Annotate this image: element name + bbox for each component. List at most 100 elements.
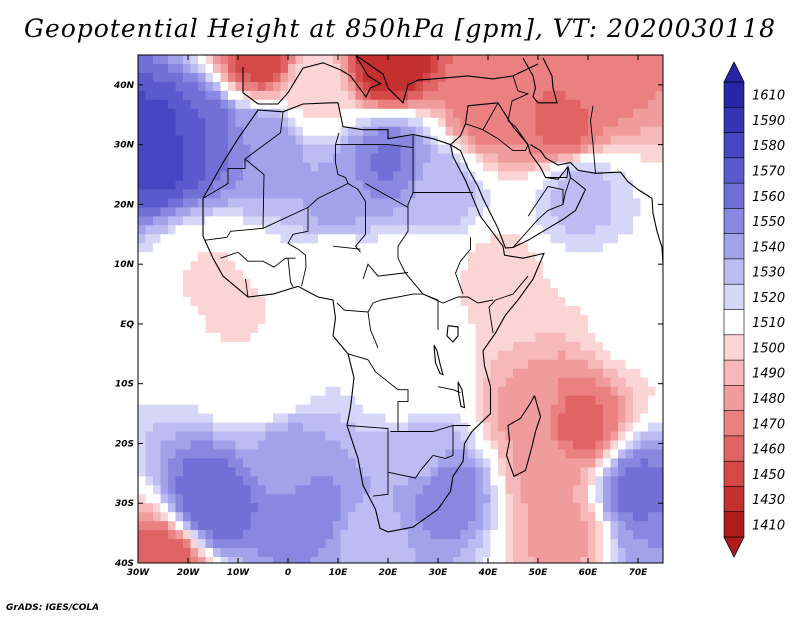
- field-cell: [610, 55, 619, 65]
- field-cell: [213, 377, 222, 388]
- field-cell: [295, 81, 304, 92]
- field-cell: [633, 413, 642, 424]
- field-cell: [355, 386, 364, 397]
- field-cell: [573, 252, 582, 262]
- field-cell: [498, 404, 507, 415]
- field-cell: [333, 458, 342, 468]
- field-cell: [573, 234, 582, 244]
- field-cell: [303, 90, 312, 101]
- field-cell: [423, 171, 432, 182]
- field-cell: [453, 503, 462, 513]
- field-cell: [573, 395, 582, 406]
- field-cell: [333, 530, 342, 540]
- field-cell: [558, 270, 567, 280]
- field-cell: [295, 243, 304, 253]
- field-cell: [153, 216, 162, 226]
- field-cell: [618, 315, 627, 325]
- field-cell: [580, 476, 589, 486]
- field-cell: [610, 494, 619, 504]
- field-cell: [640, 485, 649, 495]
- field-cell: [265, 386, 274, 397]
- field-cell: [265, 117, 274, 128]
- field-cell: [565, 90, 574, 101]
- field-cell: [325, 440, 334, 451]
- field-cell: [310, 458, 319, 468]
- field-cell: [243, 135, 252, 146]
- field-cell: [408, 306, 417, 316]
- field-cell: [543, 55, 552, 65]
- field-cell: [325, 422, 334, 433]
- field-cell: [280, 189, 289, 200]
- field-cell: [385, 243, 394, 253]
- field-cell: [460, 530, 469, 540]
- field-cell: [243, 503, 252, 513]
- field-cell: [460, 341, 469, 352]
- field-cell: [280, 225, 289, 235]
- field-cell: [198, 126, 207, 137]
- field-cell: [273, 485, 282, 495]
- field-cell: [513, 368, 522, 379]
- lon-label: 60E: [579, 568, 599, 578]
- field-cell: [288, 306, 297, 316]
- field-cell: [220, 64, 229, 74]
- field-cell: [175, 288, 184, 298]
- field-cell: [258, 521, 267, 531]
- field-cell: [370, 413, 379, 424]
- field-cell: [228, 539, 237, 549]
- field-cell: [498, 180, 507, 191]
- field-cell: [445, 55, 454, 65]
- field-cell: [498, 341, 507, 352]
- field-cell: [393, 512, 402, 522]
- field-cell: [243, 252, 252, 262]
- field-cell: [505, 270, 514, 280]
- field-cell: [243, 404, 252, 415]
- field-cell: [513, 476, 522, 486]
- field-cell: [325, 261, 334, 271]
- field-cell: [505, 126, 514, 137]
- field-cell: [205, 180, 214, 191]
- field-cell: [235, 431, 244, 442]
- country-border: [562, 177, 571, 205]
- field-cell: [310, 413, 319, 424]
- field-cell: [175, 557, 184, 563]
- field-cell: [640, 99, 649, 110]
- field-cell: [228, 297, 237, 307]
- field-cell: [333, 252, 342, 262]
- field-cell: [588, 144, 597, 155]
- field-cell: [280, 81, 289, 92]
- field-cell: [558, 512, 567, 522]
- field-cell: [288, 288, 297, 298]
- field-cell: [220, 99, 229, 110]
- field-cell: [520, 144, 529, 155]
- field-cell: [580, 413, 589, 424]
- field-cell: [198, 234, 207, 244]
- field-cell: [460, 243, 469, 253]
- field-cell: [468, 189, 477, 200]
- field-cell: [168, 216, 177, 226]
- field-cell: [393, 431, 402, 442]
- field-cell: [145, 180, 154, 191]
- field-cell: [288, 180, 297, 191]
- field-cell: [325, 512, 334, 522]
- field-cell: [655, 539, 663, 549]
- field-cell: [543, 189, 552, 200]
- field-cell: [490, 64, 499, 74]
- field-cell: [625, 90, 634, 101]
- field-cell: [205, 198, 214, 208]
- field-cell: [160, 189, 169, 200]
- field-cell: [438, 404, 447, 415]
- field-cell: [340, 189, 349, 200]
- field-cell: [273, 359, 282, 370]
- field-cell: [348, 548, 357, 558]
- field-cell: [550, 270, 559, 280]
- field-cell: [310, 72, 319, 83]
- field-cell: [573, 315, 582, 325]
- field-cell: [423, 64, 432, 74]
- field-cell: [415, 548, 424, 558]
- field-cell: [438, 315, 447, 325]
- lat-label: 20N: [114, 200, 135, 210]
- field-cell: [205, 404, 214, 415]
- field-cell: [220, 467, 229, 477]
- field-cell: [175, 279, 184, 289]
- field-cell: [273, 135, 282, 146]
